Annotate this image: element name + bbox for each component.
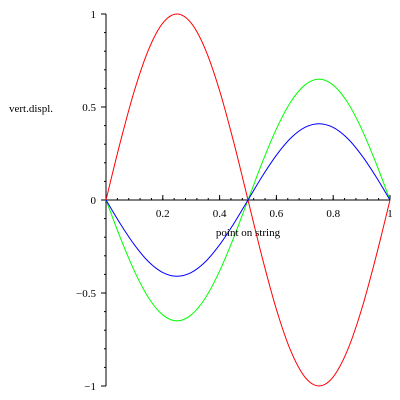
y-tick-label: −1	[84, 381, 96, 393]
x-tick-label: 1	[387, 208, 393, 220]
series-layer	[105, 13, 391, 387]
y-tick-label: 1	[91, 9, 97, 21]
major-ticks: 0.2 0.4 0.6 0.8 1 1 0.5 0 −0.5 −1	[76, 9, 393, 393]
x-tick-label: 0.4	[213, 208, 227, 220]
y-tick-label: 0.5	[82, 102, 96, 114]
y-axis-title: vert.displ.	[9, 103, 53, 115]
axes: 0.2 0.4 0.6 0.8 1 1 0.5 0 −0.5 −1	[76, 9, 393, 393]
y-tick-label: 0	[91, 195, 97, 207]
x-tick-label: 0.2	[156, 208, 170, 220]
x-tick-label: 0.8	[326, 208, 340, 220]
series-line-3	[105, 123, 391, 277]
x-tick-label: 0.6	[270, 208, 284, 220]
x-axis-title: point on string	[216, 227, 281, 239]
y-tick-label: −0.5	[76, 288, 96, 300]
